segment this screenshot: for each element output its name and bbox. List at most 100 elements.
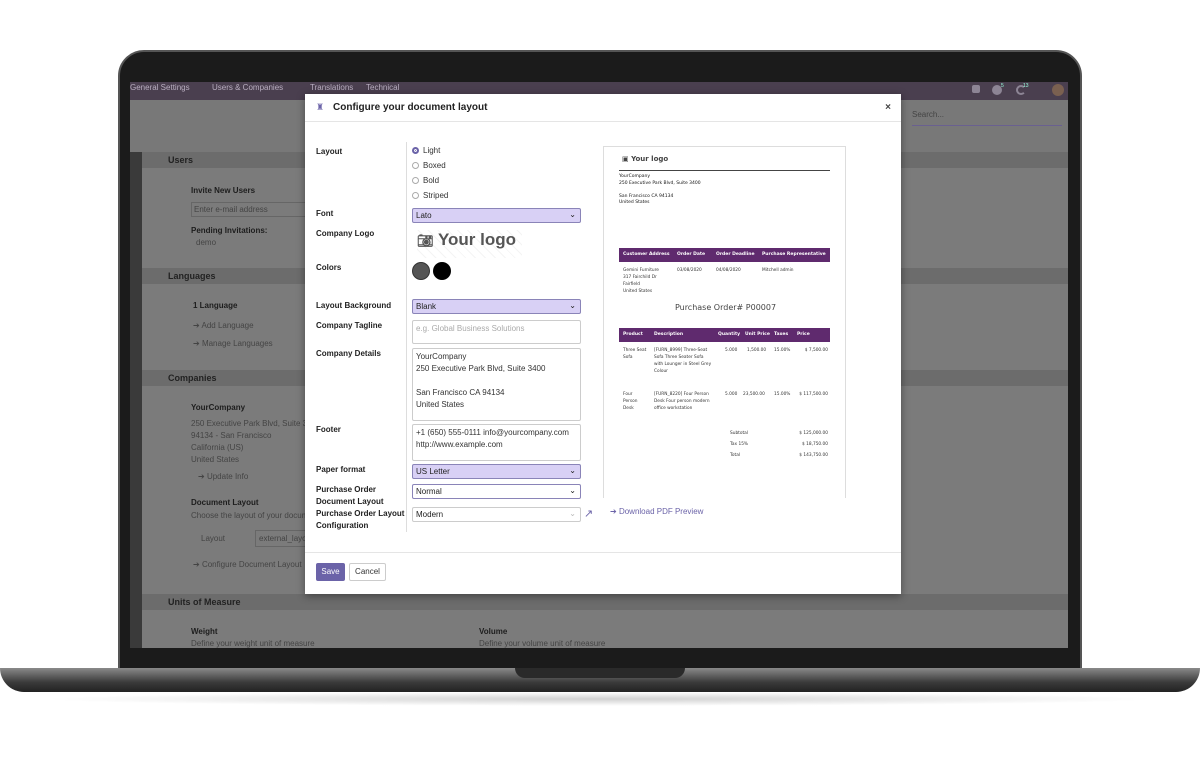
tagline-label: Company Tagline (316, 321, 383, 330)
colors-label: Colors (316, 263, 342, 272)
pending-user[interactable]: demo (196, 238, 217, 247)
th: Product (623, 332, 643, 337)
td: 5.000 (725, 348, 738, 353)
line-row: Three Seat Sofa [FURN_8999] Three-Seat S… (619, 347, 830, 387)
secondary-color-swatch[interactable] (433, 262, 451, 280)
chevron-down-icon: ⌄ (569, 466, 576, 475)
primary-color-swatch[interactable] (412, 262, 430, 280)
configure-layout-link[interactable]: ➔ Configure Document Layout (193, 560, 302, 569)
th: Description (654, 332, 684, 337)
manage-languages-link[interactable]: ➔ Manage Languages (193, 339, 273, 348)
laptop-shadow (40, 692, 1160, 706)
order-date: 03/08/2020 (677, 268, 702, 273)
nav-general-settings[interactable]: General Settings (130, 83, 190, 92)
company-line: United States (619, 200, 650, 205)
po-layout-config-value: Modern (416, 510, 444, 519)
td: 317 Fairchild Dr (623, 275, 657, 280)
radio-checked-icon (412, 147, 419, 154)
chat-icon[interactable] (992, 85, 1002, 95)
activity-icon[interactable] (1016, 85, 1026, 95)
company-name: YourCompany (191, 403, 246, 412)
doc-layout-title: Document Layout (191, 498, 259, 507)
cancel-button[interactable]: Cancel (349, 563, 386, 581)
invite-email-input[interactable]: Enter e-mail address (191, 202, 311, 217)
dialog-header: ♜ Configure your document layout × (305, 94, 901, 122)
font-value: Lato (416, 211, 432, 220)
info-table-header: Customer Address Order Date Order Deadli… (619, 248, 830, 262)
td: $ 117,500.00 (799, 392, 828, 397)
configure-layout-dialog: ♜ Configure your document layout × Layou… (305, 94, 901, 594)
details-textarea[interactable]: YourCompany 250 Executive Park Blvd, Sui… (412, 348, 581, 421)
add-language-link[interactable]: ➔ Add Language (193, 321, 254, 330)
divider (406, 142, 407, 532)
td: 23,500.00 (743, 392, 765, 397)
th: Customer Address (623, 252, 670, 257)
footer-line: +1 (650) 555-0111 info@yourcompany.com (416, 428, 569, 437)
po-doc-layout-select[interactable]: Normal ⌄ (412, 484, 581, 499)
dialog-footer-divider (305, 552, 901, 553)
nav-translations[interactable]: Translations (310, 83, 354, 92)
camera-icon: 📷︎ (417, 233, 434, 248)
close-icon[interactable]: × (885, 102, 891, 113)
td: 5.000 (725, 392, 738, 397)
company-line: YourCompany (619, 174, 651, 179)
address-line: 250 Executive Park Blvd, Suite 3400 (191, 419, 321, 428)
document-preview: ▣ Your logo YourCompany 250 Executive Pa… (603, 146, 846, 498)
bug-icon[interactable] (972, 85, 980, 93)
search-input[interactable]: Search... (912, 110, 1062, 126)
radio-icon (412, 162, 419, 169)
download-pdf-preview-link[interactable]: ➔ Download PDF Preview (610, 507, 704, 516)
layout-radio-bold[interactable]: Bold (412, 176, 439, 185)
paper-select[interactable]: US Letter ⌄ (412, 464, 581, 479)
download-label: Download PDF Preview (618, 507, 704, 516)
pending-label: Pending Invitations: (191, 226, 268, 235)
user-avatar[interactable] (1052, 84, 1064, 96)
layout-radio-striped[interactable]: Striped (412, 191, 448, 200)
footer-textarea[interactable]: +1 (650) 555-0111 info@yourcompany.com h… (412, 424, 581, 461)
td: Fairfield (623, 282, 640, 287)
activities-badge: 13 (1023, 83, 1029, 89)
layout-radio-boxed[interactable]: Boxed (412, 161, 446, 170)
td: United States (623, 289, 653, 294)
layout-radio-light[interactable]: Light (412, 146, 440, 155)
logo-text: Your logo (437, 230, 516, 249)
weight-title: Weight (191, 627, 218, 636)
preview-header-rule (619, 170, 830, 171)
company-line: San Francisco CA 94134 (619, 193, 674, 199)
chevron-down-icon: ⌄ (569, 301, 576, 310)
th: Purchase Representative (762, 252, 826, 257)
volume-title: Volume (479, 627, 508, 636)
company-address: 250 Executive Park Blvd, Suite 3400 9413… (191, 418, 320, 466)
logo-label: Company Logo (316, 229, 375, 238)
line-row: Four Person Desk [FURN_8220] Four Person… (619, 391, 830, 421)
radio-label: Striped (423, 191, 449, 200)
address-line: United States (191, 455, 240, 464)
background-select[interactable]: Blank ⌄ (412, 299, 581, 314)
volume-desc: Define your volume unit of measure (479, 639, 606, 648)
po-doc-layout-value: Normal (416, 487, 442, 496)
settings-sidebar (130, 152, 142, 648)
details-line (416, 375, 577, 387)
nav-technical[interactable]: Technical (366, 83, 400, 92)
details-label: Company Details (316, 349, 381, 358)
total-label: Total (730, 453, 741, 458)
chevron-down-icon: ⌄ (569, 210, 576, 219)
update-info-link[interactable]: ➔ Update Info (198, 472, 249, 481)
save-button[interactable]: Save (316, 563, 345, 581)
po-layout-config-select[interactable]: Modern ⌄ (412, 507, 581, 522)
td: Four Person Desk (623, 392, 638, 411)
language-count: 1 Language (193, 301, 238, 310)
td: [FURN_8220] Four Person Desk Four person… (654, 392, 710, 411)
logo-upload[interactable]: 📷︎ Your logo (417, 230, 522, 258)
order-deadline: 04/08/2020 (716, 268, 741, 273)
th: Unit Price (745, 332, 770, 337)
external-link-icon[interactable]: ↗ (584, 508, 594, 520)
messages-badge: 5 (1001, 83, 1004, 89)
tagline-input[interactable]: e.g. Global Business Solutions (412, 320, 581, 344)
font-select[interactable]: Lato ⌄ (412, 208, 581, 223)
weight-desc: Define your weight unit of measure (191, 639, 315, 648)
total-label: Tax 15% (730, 442, 749, 447)
nav-users-companies[interactable]: Users & Companies (212, 83, 284, 92)
footer-line: http://www.example.com (416, 440, 503, 449)
radio-icon (412, 177, 419, 184)
